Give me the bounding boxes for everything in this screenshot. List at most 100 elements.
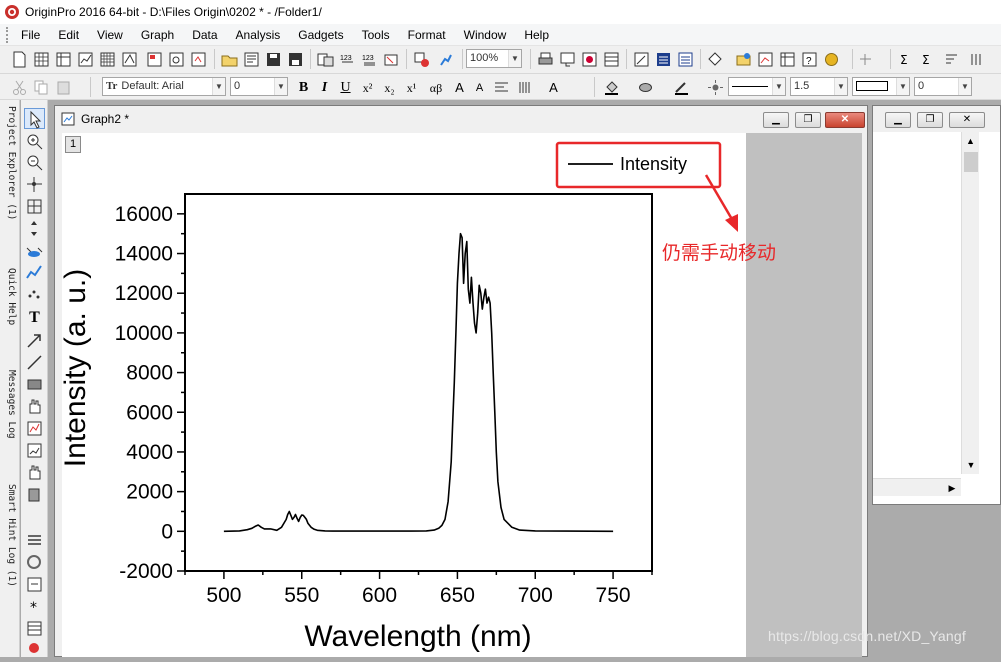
line-width-select[interactable]: 1.5 ▼ — [790, 77, 848, 96]
text-tool-icon[interactable]: T — [29, 309, 40, 326]
line-color-icon[interactable] — [672, 78, 691, 97]
bold-icon[interactable]: B — [298, 80, 309, 95]
apps-icon[interactable] — [822, 50, 841, 69]
background-window-hscrollbar[interactable]: ▶ — [873, 478, 961, 496]
plot-setup-icon[interactable] — [24, 574, 45, 595]
decrease-font-icon[interactable]: A — [475, 82, 484, 94]
new-matrix-icon[interactable] — [98, 50, 117, 69]
new-layout-icon[interactable] — [145, 50, 164, 69]
script-window-icon[interactable] — [632, 50, 651, 69]
dock-tab-quick-help[interactable]: Quick Help — [6, 268, 17, 326]
project-explorer-icon[interactable] — [602, 50, 621, 69]
chevron-down-icon[interactable]: ▼ — [508, 50, 521, 67]
scroll-thumb[interactable] — [964, 152, 978, 172]
menu-tools[interactable]: Tools — [361, 27, 390, 42]
background-window[interactable]: ▁ ❐ ✕ ▲ ▼ ▶ — [872, 105, 1001, 505]
menu-window[interactable]: Window — [463, 27, 507, 42]
batch-process-icon[interactable] — [436, 50, 455, 69]
font-size-select[interactable]: 0 ▼ — [230, 77, 288, 96]
hand-tool-icon[interactable] — [24, 396, 45, 417]
new-graph-icon[interactable] — [76, 50, 95, 69]
chevron-down-icon[interactable]: ▼ — [212, 78, 225, 95]
grid-tool-icon[interactable] — [24, 618, 45, 639]
open-template-icon[interactable] — [242, 50, 261, 69]
add-graph-layer-icon[interactable] — [24, 440, 45, 461]
chevron-down-icon[interactable]: ▼ — [834, 78, 847, 95]
menu-analysis[interactable]: Analysis — [235, 27, 281, 42]
column-align-icon[interactable] — [516, 78, 535, 97]
mask-tool-icon[interactable] — [24, 284, 45, 305]
new-function-graph-icon[interactable] — [189, 50, 208, 69]
restore-icon[interactable]: ❐ — [917, 112, 943, 128]
scale-tool-icon[interactable] — [24, 218, 45, 239]
object-tool-icon[interactable] — [24, 484, 45, 505]
chevron-down-icon[interactable]: ▼ — [896, 78, 909, 95]
chevron-down-icon[interactable]: ▼ — [274, 78, 287, 95]
menu-gadgets[interactable]: Gadgets — [298, 27, 344, 42]
worksheet-query-icon[interactable] — [778, 50, 797, 69]
star-tool-icon[interactable]: * — [24, 596, 45, 617]
copy-page-icon[interactable] — [558, 50, 577, 69]
new-worksheet-icon[interactable] — [32, 50, 51, 69]
scroll-right-icon[interactable]: ▶ — [948, 483, 956, 493]
superscript-icon[interactable]: x² — [362, 81, 373, 95]
export-graph-icon[interactable] — [580, 50, 599, 69]
close-icon[interactable]: ✕ — [949, 112, 985, 128]
align-left-icon[interactable] — [492, 78, 511, 97]
menu-help[interactable]: Help — [524, 27, 550, 42]
statistics-icon[interactable]: Σ — [920, 50, 939, 69]
data-reader-tool-icon[interactable] — [24, 196, 45, 217]
menu-format[interactable]: Format — [407, 27, 446, 42]
menu-file[interactable]: File — [21, 27, 41, 42]
graph-window-title-bar[interactable]: Graph2 * — [55, 106, 867, 132]
copy-icon[interactable] — [32, 78, 51, 97]
results-log-icon[interactable] — [654, 50, 673, 69]
line-style-select[interactable]: ▼ — [728, 77, 786, 96]
screen-reader-tool-icon[interactable] — [24, 174, 45, 195]
command-window-icon[interactable] — [676, 50, 695, 69]
record-tool-icon[interactable] — [24, 638, 45, 659]
new-function-icon[interactable] — [120, 50, 139, 69]
new-notes-icon[interactable] — [167, 50, 186, 69]
set-column-values-icon[interactable] — [968, 50, 987, 69]
menu-data[interactable]: Data — [192, 27, 218, 42]
data-selector-tool-icon[interactable] — [24, 240, 45, 261]
fill-color-icon[interactable] — [602, 78, 621, 97]
italic-icon[interactable]: I — [321, 80, 328, 95]
open-icon[interactable] — [220, 50, 239, 69]
new-excel-icon[interactable] — [54, 50, 73, 69]
zoom-in-tool-icon[interactable] — [24, 131, 45, 152]
pattern-icon[interactable] — [636, 78, 655, 97]
code-builder-icon[interactable] — [706, 50, 725, 69]
menu-graph[interactable]: Graph — [140, 27, 175, 42]
add-graph-icon[interactable] — [756, 50, 775, 69]
new-project-icon[interactable] — [10, 50, 29, 69]
add-layer-icon[interactable] — [856, 50, 875, 69]
supersub-icon[interactable]: x¹ — [406, 81, 417, 95]
paste-icon[interactable] — [54, 78, 73, 97]
scroll-down-icon[interactable]: ▼ — [966, 460, 976, 470]
greek-icon[interactable]: αβ — [429, 81, 443, 95]
font-select[interactable]: Tr Default: Arial ▼ — [102, 77, 226, 96]
font-color-icon[interactable]: A — [549, 80, 558, 95]
line-tool-icon[interactable] — [24, 352, 45, 373]
close-icon[interactable]: ✕ — [825, 112, 865, 128]
arrow-tool-icon[interactable] — [24, 330, 45, 351]
import-ascii-icon[interactable]: 123 — [338, 50, 357, 69]
import-multiple-icon[interactable]: 123 — [360, 50, 379, 69]
legend-label[interactable]: Intensity — [620, 154, 687, 174]
underline-icon[interactable]: U — [340, 80, 351, 95]
help-icon[interactable]: ? — [800, 50, 819, 69]
print-icon[interactable] — [536, 50, 555, 69]
menu-view[interactable]: View — [97, 27, 123, 42]
import-wizard-icon[interactable] — [382, 50, 401, 69]
pointer-tool-icon[interactable] — [24, 108, 45, 129]
import-icon[interactable] — [316, 50, 335, 69]
recalculate-icon[interactable] — [412, 50, 431, 69]
menu-edit[interactable]: Edit — [58, 27, 80, 42]
chevron-down-icon[interactable]: ▼ — [772, 78, 785, 95]
regional-selector-tool-icon[interactable] — [24, 262, 45, 283]
new-folder-icon[interactable] — [734, 50, 753, 69]
dock-tab-project-explorer[interactable]: Project Explorer (1) — [6, 106, 17, 221]
minimize-icon[interactable]: ▁ — [885, 112, 911, 128]
